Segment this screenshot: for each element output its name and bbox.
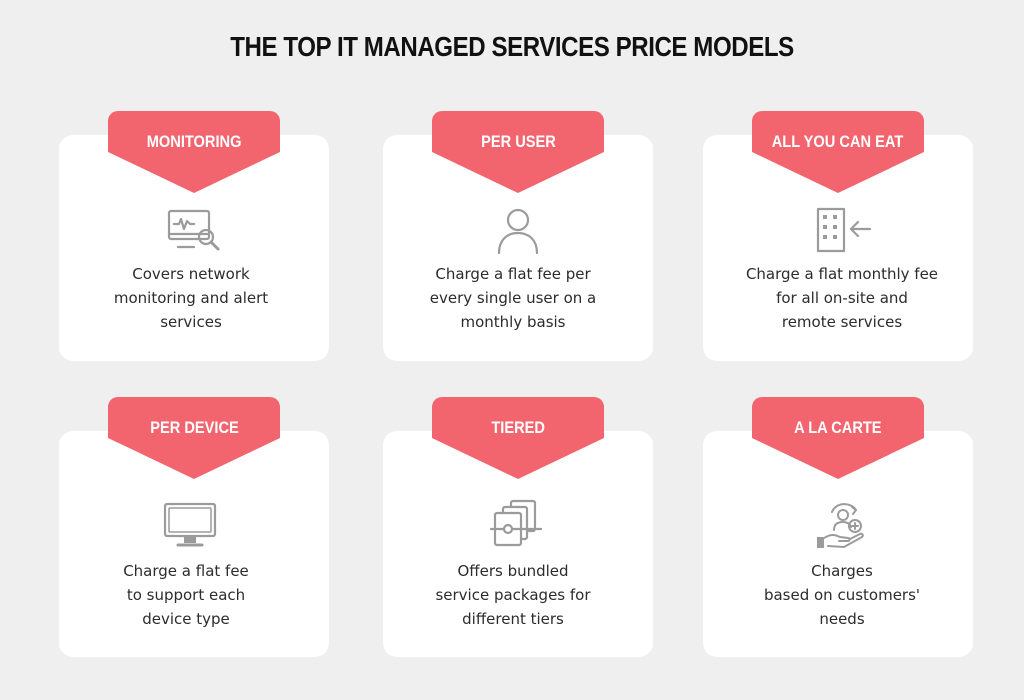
card-description-a-la-carte: Charges based on customers' needs	[763, 562, 921, 628]
desktop-monitor-icon	[160, 500, 220, 550]
card-description-per-user: Charge a flat fee per every single user …	[429, 265, 597, 331]
card-tag-all-you-can-eat: ALL YOU CAN EAT	[752, 111, 924, 193]
monitor-search-icon	[164, 207, 224, 257]
card-description-monitoring: Covers network monitoring and alert serv…	[113, 265, 269, 331]
building-arrow-icon	[813, 205, 873, 255]
card-description-per-device: Charge a flat fee to support each device…	[123, 562, 249, 628]
card-description-all-you-can-eat: Charge a flat monthly fee for all on-sit…	[745, 265, 939, 331]
page-title: THE TOP IT MANAGED SERVICES PRICE MODELS	[230, 31, 794, 62]
card-description-tiered: Offers bundled service packages for diff…	[435, 562, 591, 628]
hand-customer-icon	[814, 500, 874, 550]
user-icon	[488, 205, 548, 255]
stacked-packages-icon	[487, 498, 547, 548]
